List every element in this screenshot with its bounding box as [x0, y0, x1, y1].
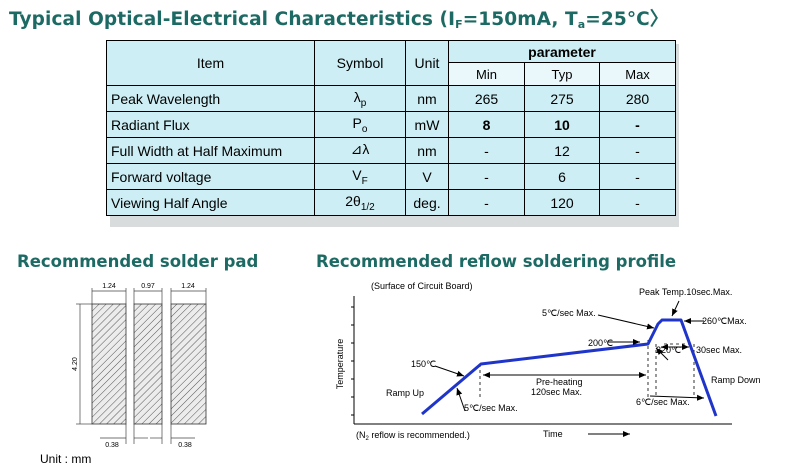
row-typ: 275 — [524, 85, 600, 112]
row-typ: 12 — [524, 137, 600, 164]
row-max: - — [598, 163, 677, 190]
solder-pad-right — [170, 303, 207, 425]
row-unit: mW — [405, 111, 449, 138]
solder-pad-left — [91, 303, 127, 425]
header-min: Min — [448, 62, 525, 86]
row-min: - — [448, 137, 525, 164]
n2-label: (N2 reflow is recommended.) — [356, 430, 470, 442]
page-title: Typical Optical-Electrical Characteristi… — [9, 9, 669, 31]
x-axis-label: Time — [543, 429, 563, 439]
unit-label: Unit : mm — [40, 452, 92, 466]
t30-label: 30sec Max. — [696, 345, 742, 355]
solder-pad-center — [133, 303, 163, 425]
row-item: Peak Wavelength — [106, 85, 315, 112]
row-symbol: λp — [314, 85, 406, 112]
header-typ: Typ — [524, 62, 600, 86]
t260-label: 260℃Max. — [702, 316, 747, 326]
row-typ: 6 — [524, 163, 600, 190]
row-min: 8 — [448, 111, 525, 138]
reflow-profile-curve — [421, 318, 718, 417]
row-item: Radiant Flux — [106, 111, 315, 138]
row-unit: V — [405, 163, 449, 190]
preheat-label: Pre-heating — [536, 377, 583, 387]
dim-pad-left: 1.24 — [102, 283, 116, 290]
row-unit: nm — [405, 137, 449, 164]
row-max: - — [598, 111, 677, 138]
row-symbol: 2θ1/2 — [314, 189, 406, 216]
y-axis-label: Temperature — [335, 339, 345, 390]
solder-pad-heading: Recommended solder pad — [17, 252, 259, 271]
table-row: Radiant Flux Po mW 8 10 - — [106, 111, 677, 138]
row-max: - — [598, 189, 677, 216]
ramp-up-rate-label: 5℃/sec Max. — [464, 403, 518, 413]
reflow-profile-diagram: (Surface of Circuit Board) Peak Temp.10s… — [335, 281, 761, 442]
solder-pad-diagram: 1.24 0.97 1.24 4.20 0.38 0.38 — [72, 283, 207, 449]
peak-label: Peak Temp.10sec.Max. — [639, 287, 732, 297]
header-max: Max — [598, 62, 677, 86]
header-item: Item — [106, 40, 315, 86]
header-symbol: Symbol — [314, 40, 406, 86]
t200-label: 200℃ — [588, 338, 613, 348]
row-max: - — [598, 137, 677, 164]
y-axis-ticks — [351, 306, 354, 416]
reflow-heading: Recommended reflow soldering profile — [316, 252, 677, 271]
header-unit: Unit — [405, 40, 449, 86]
cool-rate-label: 6℃/sec Max. — [636, 397, 690, 407]
rate-up-label: 5℃/sec Max. — [542, 308, 596, 318]
row-min: - — [448, 163, 525, 190]
row-unit: nm — [405, 85, 449, 112]
table-row: Peak Wavelength λp nm 265 275 280 — [106, 85, 677, 112]
ramp-up-label: Ramp Up — [386, 388, 424, 398]
row-max: 280 — [598, 85, 677, 112]
dim-height: 4.20 — [72, 357, 79, 371]
surface-label: (Surface of Circuit Board) — [371, 281, 473, 291]
t220-label: 220℃ — [656, 345, 681, 355]
table-row: Viewing Half Angle 2θ1/2 deg. - 120 - — [106, 189, 677, 216]
row-item: Forward voltage — [106, 163, 315, 190]
row-item: Full Width at Half Maximum — [106, 137, 315, 164]
table-row: Forward voltage VF V - 6 - — [106, 163, 677, 190]
dim-pad-center: 0.97 — [141, 283, 155, 290]
header-parameter: parameter — [447, 40, 677, 63]
table-row: Full Width at Half Maximum ⊿λ nm - 12 - — [106, 137, 677, 164]
dim-gap-right: 0.38 — [178, 442, 192, 449]
row-typ: 120 — [524, 189, 600, 216]
row-unit: deg. — [405, 189, 449, 216]
dim-gap-left: 0.38 — [105, 442, 119, 449]
ramp-down-label: Ramp Down — [711, 375, 761, 385]
row-symbol: Po — [314, 111, 406, 138]
row-item: Viewing Half Angle — [106, 189, 315, 216]
characteristics-table: Item Symbol Unit parameter Min Typ Max P… — [106, 40, 677, 216]
row-symbol: VF — [314, 163, 406, 190]
row-min: - — [448, 189, 525, 216]
row-typ: 10 — [524, 111, 600, 138]
row-min: 265 — [448, 85, 525, 112]
row-symbol: ⊿λ — [314, 137, 406, 164]
t150-label: 150℃ — [411, 359, 436, 369]
preheat-time-label: 120sec Max. — [531, 387, 582, 397]
dim-pad-right: 1.24 — [181, 283, 195, 290]
